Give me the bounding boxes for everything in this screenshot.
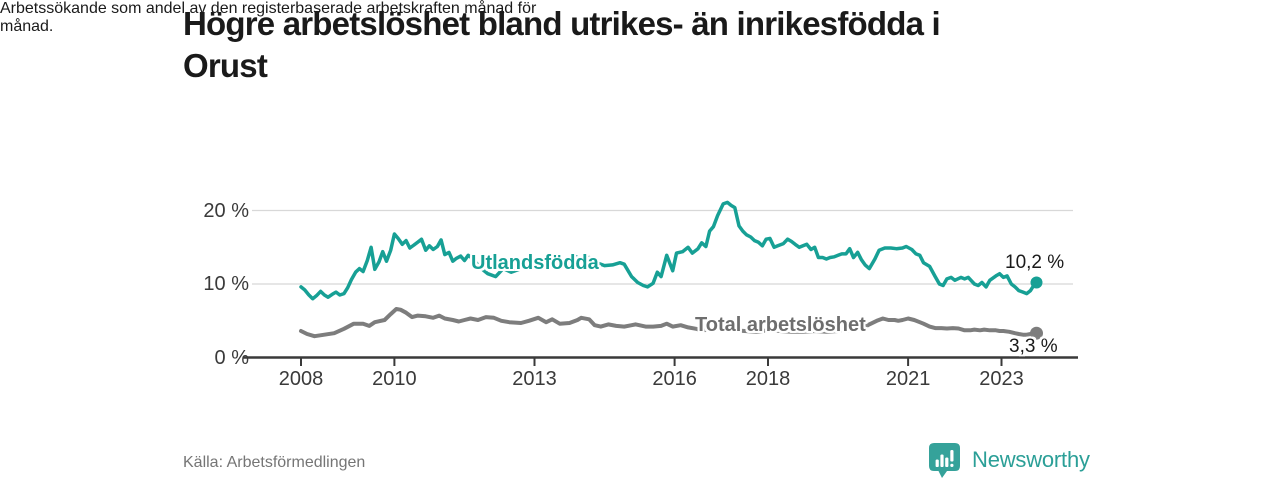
x-tick-label: 2023 [979, 368, 1024, 390]
x-tick-label: 2016 [652, 368, 697, 390]
page-title-line-2: Orust [183, 47, 268, 84]
subtitle-line-2: månad. [0, 18, 54, 35]
end-value-label-total: 3,3 % [1009, 336, 1058, 357]
x-tick-label: 2018 [745, 368, 791, 390]
page-title: Högre arbetslöshet bland utrikes- än inr… [183, 3, 941, 87]
series-label-total-arbetsloshet: Total arbetslöshet [695, 314, 866, 336]
end-value-label-utlandsfodda: 10,2 % [1005, 252, 1065, 273]
end-point-dot [1030, 276, 1043, 289]
data-line [299, 307, 1039, 339]
subtitle-line-1: Arbetssökande som andel av den registerb… [0, 0, 537, 17]
brand-name: Newsworthy [972, 447, 1090, 472]
x-tick-label: 2021 [885, 368, 931, 390]
series-label-utlandsfodda: Utlandsfödda [471, 252, 599, 274]
newsworthy-logo-icon [929, 442, 960, 478]
x-tick-label: 2008 [278, 368, 324, 390]
end-point-dot [1030, 326, 1043, 340]
data-line [299, 200, 1039, 301]
newsworthy-brand-link[interactable]: Newsworthy [928, 441, 1090, 479]
x-tick-label: 2013 [512, 368, 557, 390]
source-note: Källa: Arbetsförmedlingen [183, 454, 366, 471]
y-tick-label: 20 % [203, 199, 249, 222]
y-tick-label: 10 % [203, 273, 249, 295]
page-title-line-1: Högre arbetslöshet bland utrikes- än inr… [183, 5, 941, 42]
y-tick-label: 0 % [214, 346, 249, 369]
x-tick-label: 2010 [372, 368, 417, 390]
